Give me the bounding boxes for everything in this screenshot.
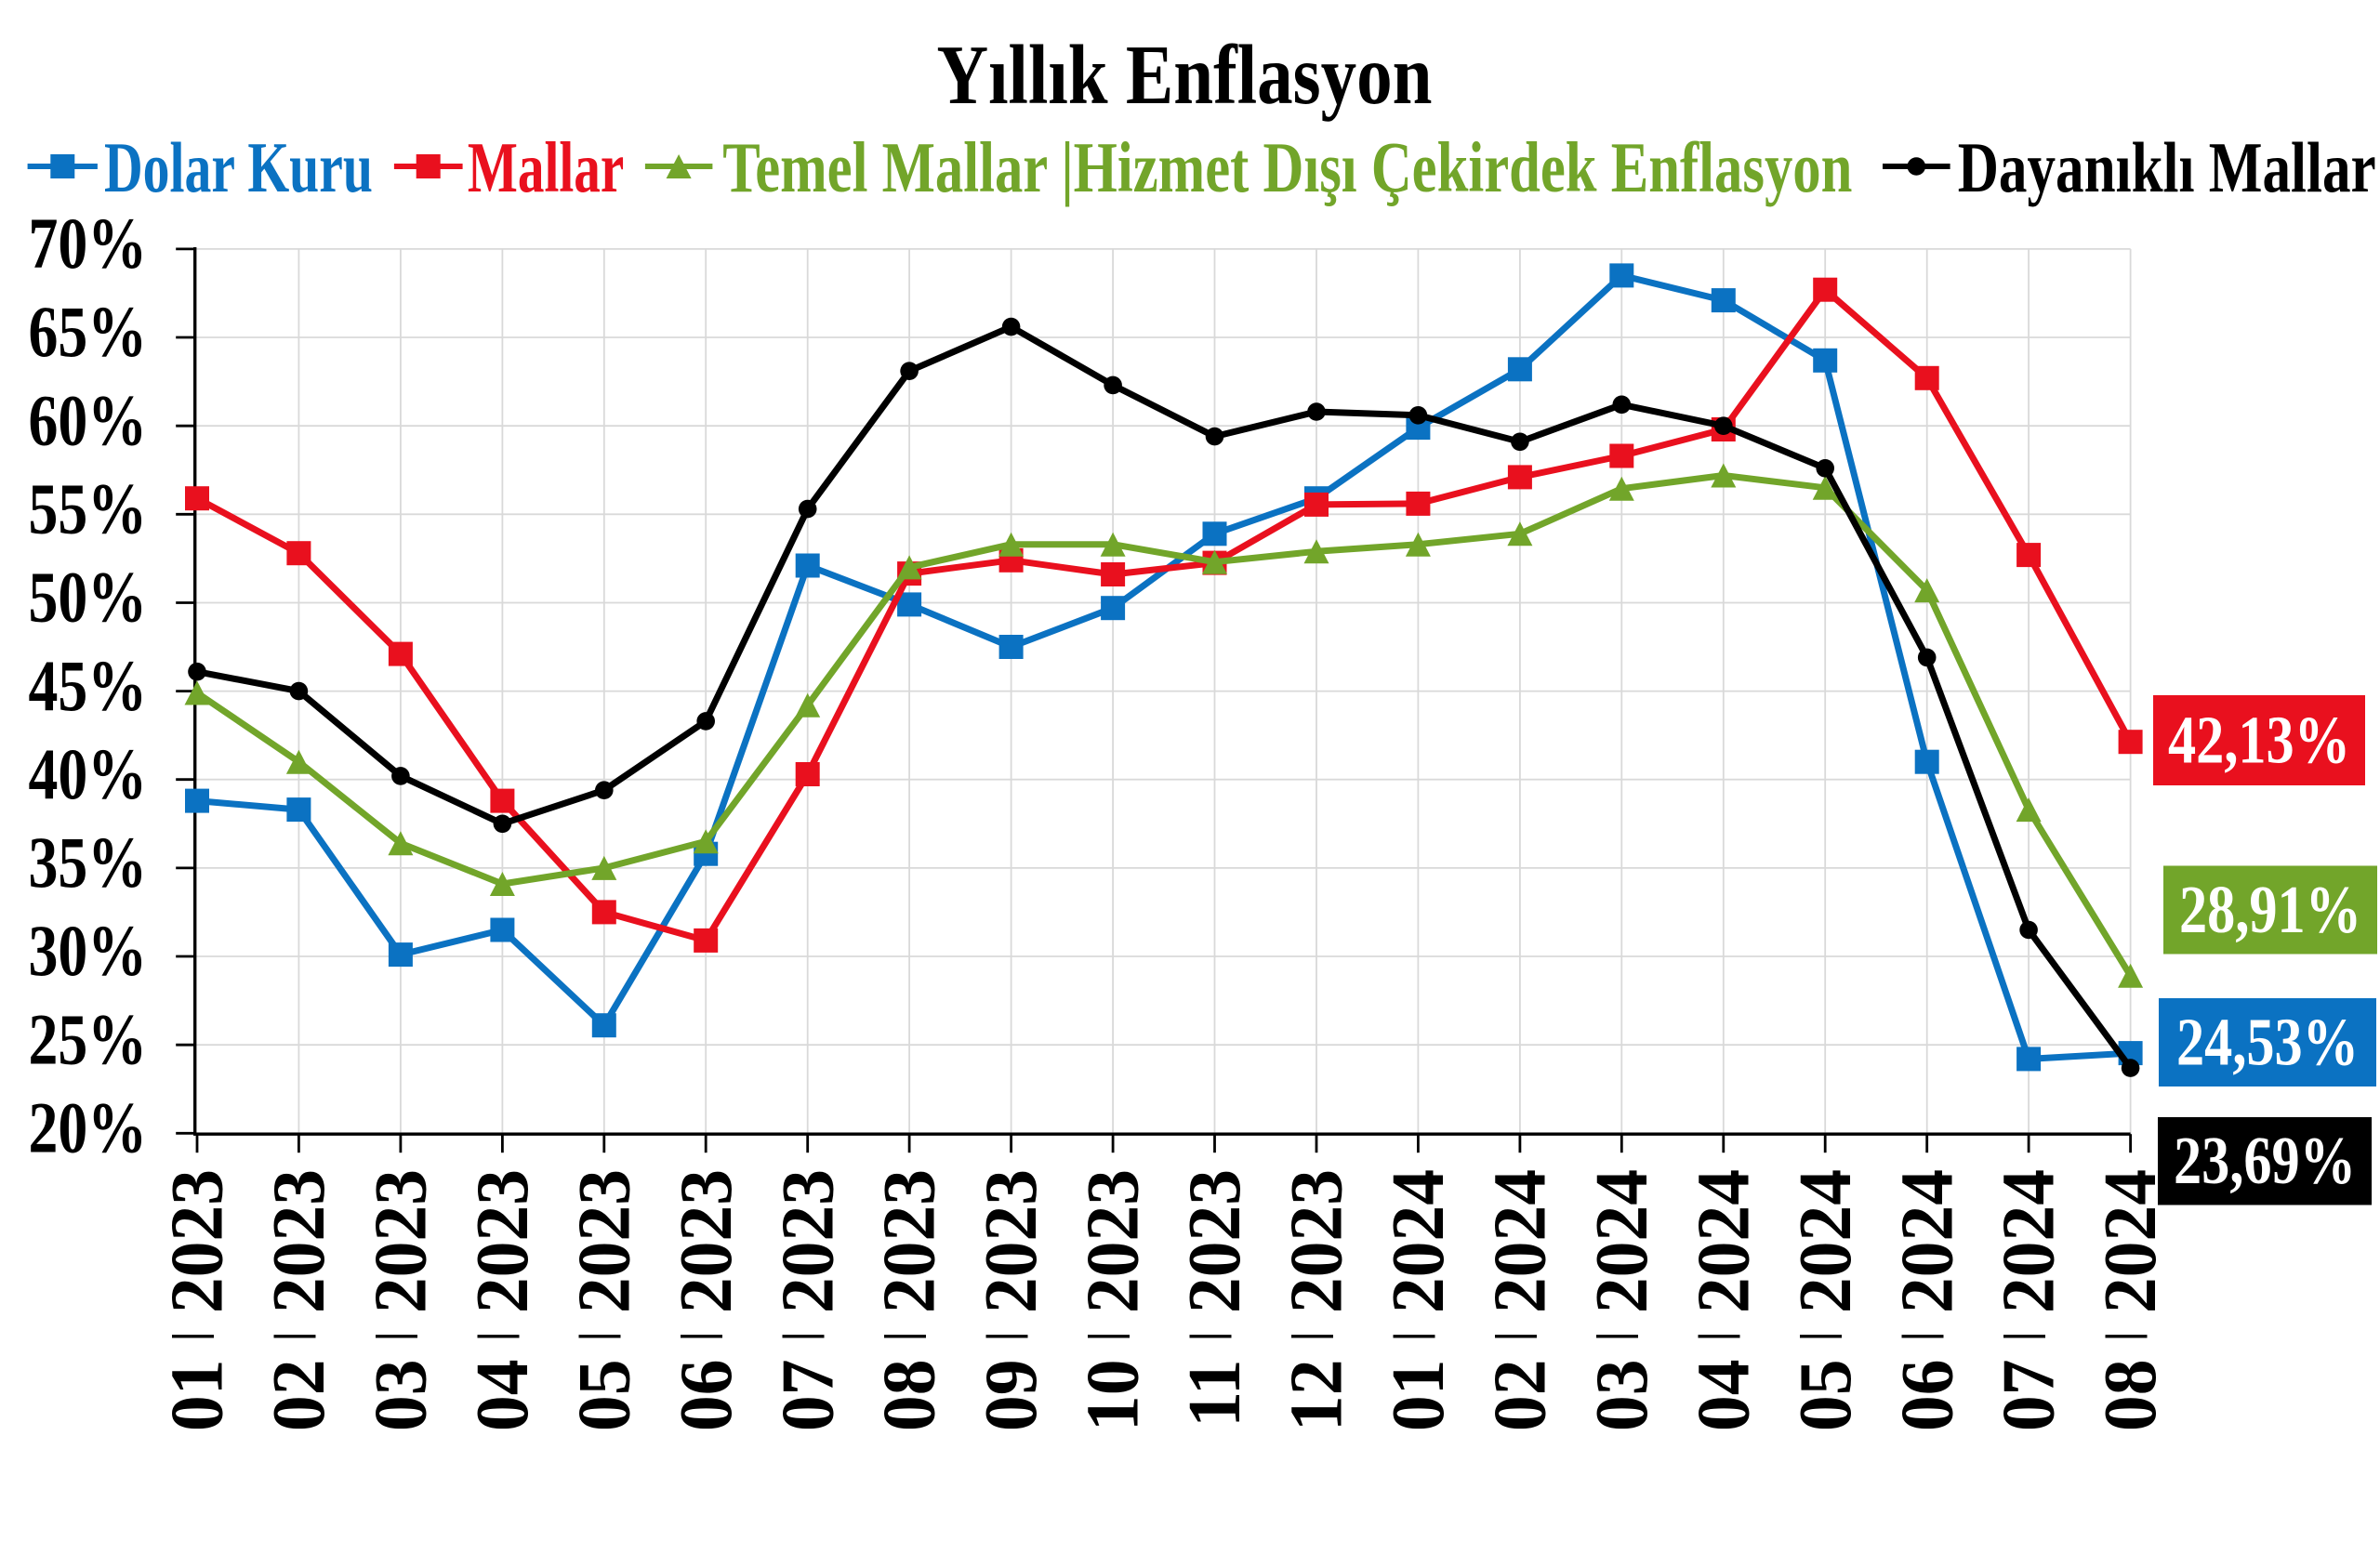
svg-text:02 | 2024: 02 | 2024 [1478, 1169, 1562, 1431]
svg-text:08 | 2024: 08 | 2024 [2089, 1169, 2173, 1431]
svg-text:35%: 35% [28, 823, 147, 902]
svg-text:04 | 2023: 04 | 2023 [460, 1169, 544, 1431]
svg-text:06 | 2023: 06 | 2023 [664, 1169, 747, 1431]
svg-text:05 | 2024: 05 | 2024 [1783, 1169, 1867, 1431]
svg-text:45%: 45% [28, 647, 147, 726]
svg-text:55%: 55% [28, 470, 147, 549]
svg-text:28,91%: 28,91% [2179, 873, 2361, 948]
svg-text:Yıllık Enflasyon: Yıllık Enflasyon [937, 29, 1433, 122]
svg-text:01 | 2024: 01 | 2024 [1376, 1169, 1460, 1431]
svg-text:04 | 2024: 04 | 2024 [1682, 1169, 1765, 1431]
svg-text:Mallar: Mallar [468, 128, 624, 207]
svg-text:42,13%: 42,13% [2168, 703, 2350, 778]
svg-text:23,69%: 23,69% [2174, 1124, 2356, 1199]
svg-text:40%: 40% [28, 735, 147, 814]
svg-text:10 | 2023: 10 | 2023 [1071, 1169, 1155, 1431]
svg-text:03 | 2024: 03 | 2024 [1580, 1169, 1663, 1431]
svg-text:Temel Mallar |Hizmet Dışı Çeki: Temel Mallar |Hizmet Dışı Çekirdek Enfla… [722, 127, 1852, 207]
svg-text:25%: 25% [28, 1001, 147, 1080]
svg-text:50%: 50% [28, 559, 147, 638]
svg-text:07 | 2024: 07 | 2024 [1987, 1169, 2070, 1431]
svg-text:02 | 2023: 02 | 2023 [257, 1169, 340, 1431]
svg-text:30%: 30% [28, 912, 147, 991]
svg-text:06 | 2024: 06 | 2024 [1885, 1169, 1969, 1431]
svg-text:01 | 2023: 01 | 2023 [155, 1169, 239, 1431]
svg-text:24,53%: 24,53% [2176, 1005, 2359, 1080]
svg-text:11 | 2023: 11 | 2023 [1173, 1169, 1257, 1428]
svg-text:Dolar Kuru: Dolar Kuru [104, 127, 373, 207]
svg-text:09 | 2023: 09 | 2023 [970, 1169, 1053, 1431]
svg-text:20%: 20% [28, 1089, 147, 1168]
svg-text:70%: 70% [28, 204, 147, 283]
svg-text:60%: 60% [28, 382, 147, 461]
svg-text:65%: 65% [28, 293, 147, 372]
svg-text:03 | 2023: 03 | 2023 [359, 1169, 443, 1431]
svg-text:12 | 2023: 12 | 2023 [1275, 1169, 1358, 1431]
svg-text:05 | 2023: 05 | 2023 [562, 1169, 646, 1431]
svg-text:Dayanıklı Mallar: Dayanıklı Mallar [1958, 128, 2376, 207]
svg-text:07 | 2023: 07 | 2023 [766, 1169, 850, 1431]
svg-text:08 | 2023: 08 | 2023 [867, 1169, 951, 1431]
